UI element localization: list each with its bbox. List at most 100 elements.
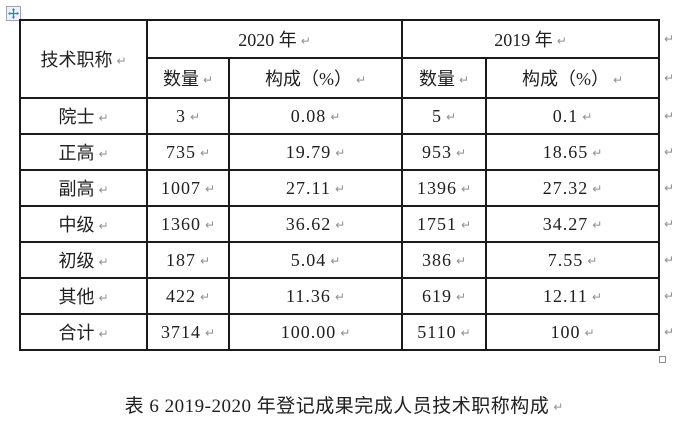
header-row-subheaders: 数量 ↵ 构成（%） ↵ 数量 ↵ 构成（%） ↵ [20,57,660,99]
cell-value: 187 [165,249,196,270]
cell-count-header-2019[interactable]: 数量 ↵ [401,57,487,99]
cell-pct-2019[interactable]: 0.1 ↵ [485,97,660,135]
cell-count-2019[interactable]: 1751 ↵ [401,205,487,243]
cell-year-2019[interactable]: 2019 年 ↵ [401,19,660,59]
cell-count-2019[interactable]: 1396 ↵ [401,169,487,207]
row-label: 合计 [58,323,95,343]
table-row: 院士 ↵ 3 ↵ 0.08 ↵ 5 ↵ 0.1 ↵ [19,97,660,135]
cell-count-2020[interactable]: 187 ↵ [146,241,230,279]
cell-value: 34.27 [542,213,589,234]
cell-pct-2020[interactable]: 0.08 ↵ [228,97,403,135]
cell-title[interactable]: 正高 ↵ [19,133,148,171]
year-2020-label: 2020 年 [238,30,297,50]
paragraph-mark: ↵ [553,400,564,414]
cell-pct-2020[interactable]: 27.11 ↵ [228,169,403,207]
cell-value: 1751 [416,213,457,234]
cell-pct-2019[interactable]: 12.11 ↵ [485,277,660,315]
cell-count-2019[interactable]: 953 ↵ [401,133,487,171]
end-of-cell-mark: ↵ [340,325,351,340]
end-of-row-mark: ↵ [664,32,675,46]
table-row: 副高 ↵ 1007 ↵ 27.11 ↵ 1396 ↵ 27.32 ↵ [19,169,660,207]
row-label: 院士 [58,107,95,127]
cell-value: 100.00 [280,321,337,342]
cell-title[interactable]: 初级 ↵ [19,241,148,279]
cell-value: 0.08 [290,105,327,126]
cell-value: 27.11 [286,177,331,198]
end-of-cell-mark: ↵ [455,289,467,304]
cell-pct-2019[interactable]: 7.55 ↵ [485,241,660,279]
cell-count-2019[interactable]: 386 ↵ [401,241,487,279]
table-move-handle[interactable] [6,6,21,21]
cell-count-2020[interactable]: 1360 ↵ [146,205,230,243]
cell-pct-2019[interactable]: 100 ↵ [485,313,660,351]
cell-pct-2019[interactable]: 34.27 ↵ [485,205,660,243]
end-of-row-mark: ↵ [664,145,675,159]
cell-count-2020[interactable]: 735 ↵ [146,133,230,171]
cell-count-2020[interactable]: 1007 ↵ [146,169,230,207]
year-2019-label: 2019 年 [494,30,553,50]
cell-value: 0.1 [552,105,579,126]
cell-value: 1007 [160,177,201,198]
cell-count-2019[interactable]: 5 ↵ [401,97,487,135]
cell-count-2020[interactable]: 422 ↵ [146,277,230,315]
cell-title[interactable]: 合计 ↵ [19,313,148,351]
cell-value: 5110 [417,321,457,342]
table-resize-handle[interactable] [659,356,666,363]
end-of-cell-mark: ↵ [455,145,467,160]
cell-value: 27.32 [542,177,589,198]
cell-value: 735 [165,141,196,162]
cell-pct-header-2019[interactable]: 构成（%） ↵ [485,57,660,99]
cell-value: 3 [175,105,186,126]
technical-title-table: 技术职称 ↵ 2020 年 ↵ 2019 年 ↵ 数量 ↵ 构成（%） ↵ 数量 ↵ 构成（… [19,19,660,351]
cell-title[interactable]: 其他 ↵ [19,277,148,315]
cell-count-2020[interactable]: 3 ↵ [146,97,230,135]
end-of-row-mark: ↵ [664,181,675,195]
end-of-cell-mark: ↵ [592,181,603,196]
end-of-cell-mark: ↵ [98,327,109,341]
cell-corner-header[interactable]: 技术职称 ↵ [19,19,148,99]
row-label: 正高 [58,143,95,163]
end-of-cell-mark: ↵ [300,34,311,48]
caption-text: 表 6 2019-2020 年登记成果完成人员技术职称构成 [124,396,550,417]
cell-pct-2020[interactable]: 5.04 ↵ [228,241,403,279]
cell-pct-2020[interactable]: 19.79 ↵ [228,133,403,171]
cell-value: 1396 [416,177,457,198]
row-label: 副高 [58,179,95,199]
cell-pct-2019[interactable]: 27.32 ↵ [485,169,660,207]
table-row: 中级 ↵ 1360 ↵ 36.62 ↵ 1751 ↵ 34.27 ↵ [19,205,660,243]
cell-title[interactable]: 院士 ↵ [19,97,148,135]
cell-pct-2020[interactable]: 36.62 ↵ [228,205,403,243]
table-row: 合计 ↵ 3714 ↵ 100.00 ↵ 5110 ↵ 100 ↵ [19,313,660,351]
end-of-cell-mark: ↵ [458,73,470,87]
pct-header-label: 构成（%） [521,69,609,89]
move-arrows-icon [8,8,19,19]
cell-pct-2020[interactable]: 11.36 ↵ [228,277,403,315]
cell-count-2019[interactable]: 619 ↵ [401,277,487,315]
corner-header-label: 技术职称 [40,50,113,70]
end-of-cell-mark: ↵ [460,325,471,340]
row-label: 初级 [58,251,95,271]
cell-year-2020[interactable]: 2020 年 ↵ [146,19,403,59]
cell-value: 12.11 [543,285,588,306]
end-of-cell-mark: ↵ [455,253,467,268]
cell-pct-2019[interactable]: 18.65 ↵ [485,133,660,171]
cell-count-2019[interactable]: 5110 ↵ [401,313,487,351]
cell-pct-2020[interactable]: 100.00 ↵ [228,313,403,351]
cell-count-header-2020[interactable]: 数量 ↵ [146,57,230,99]
cell-count-2020[interactable]: 3714 ↵ [146,313,230,351]
cell-pct-header-2020[interactable]: 构成（%） ↵ [228,57,403,99]
end-of-cell-mark: ↵ [204,181,216,196]
cell-title[interactable]: 中级 ↵ [19,205,148,243]
end-of-cell-mark: ↵ [612,73,624,87]
cell-value: 5 [431,105,442,126]
end-of-cell-mark: ↵ [334,181,345,196]
end-of-cell-mark: ↵ [204,217,216,232]
end-of-cell-mark: ↵ [460,181,472,196]
cell-title[interactable]: 副高 ↵ [19,169,148,207]
cell-value: 1360 [160,213,201,234]
end-of-cell-mark: ↵ [460,217,472,232]
cell-value: 3714 [160,321,201,342]
end-of-cell-mark: ↵ [355,73,367,87]
table-row: 正高 ↵ 735 ↵ 19.79 ↵ 953 ↵ 18.65 ↵ [19,133,660,171]
